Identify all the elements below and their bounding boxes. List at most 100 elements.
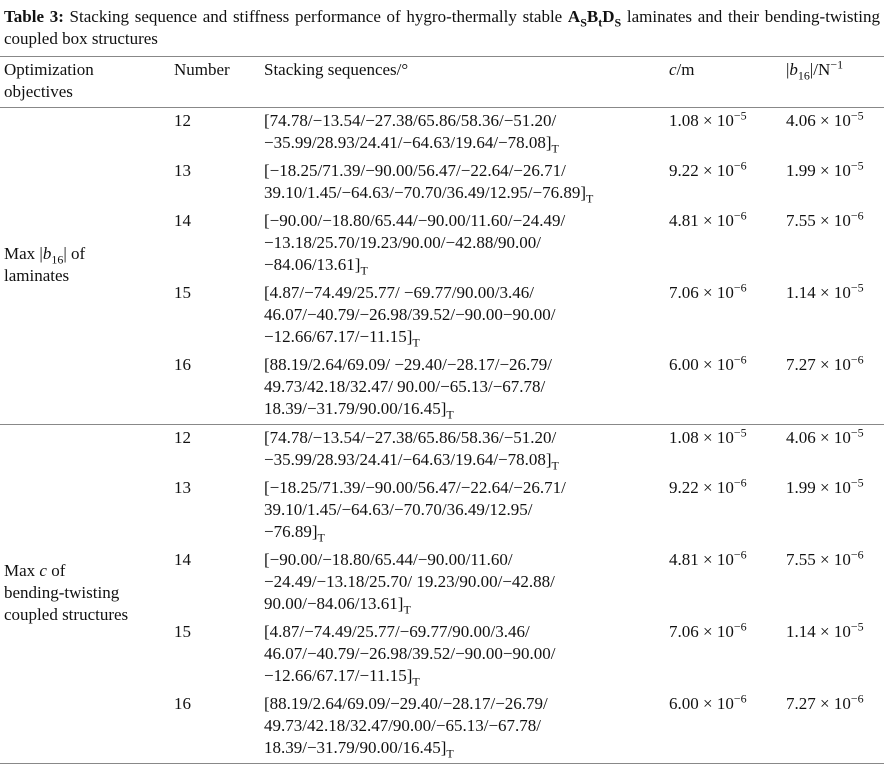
- c-cell: 6.00 × 10−6: [669, 691, 786, 764]
- c-cell: 4.81 × 10−6: [669, 547, 786, 619]
- table-row: 14 [−90.00/−18.80/65.44/−90.00/11.60/−24.…: [0, 208, 884, 280]
- objective-cell: Max |b16| of laminates: [0, 108, 174, 425]
- b-cell: 4.06 × 10−5: [786, 108, 884, 159]
- mantissa: 1.14 × 10: [786, 622, 851, 641]
- b-cell: 1.99 × 10−5: [786, 475, 884, 547]
- exponent: −5: [850, 425, 864, 440]
- c-cell: 7.06 × 10−6: [669, 619, 786, 691]
- row-group: Max c of bending-twisting coupled structur…: [0, 425, 884, 764]
- text: c: [669, 60, 677, 79]
- text: of: [46, 561, 66, 580]
- exponent: −5: [850, 158, 864, 173]
- table: Optimization objectives Number Stacking s…: [0, 56, 884, 764]
- mantissa: 4.06 × 10: [786, 111, 851, 130]
- exponent: −5: [850, 280, 864, 295]
- mantissa: 1.99 × 10: [786, 478, 851, 497]
- sequence-subscript: T: [446, 746, 454, 761]
- sequence-subscript: T: [403, 602, 411, 617]
- sequence-line: 46.07/−40.79/−26.98/39.52/−90.00−90.00/: [264, 644, 556, 663]
- exponent: −5: [733, 425, 747, 440]
- sequence-subscript: T: [412, 335, 420, 350]
- exponent: −5: [850, 475, 864, 490]
- objective-line: coupled structures: [4, 605, 128, 624]
- header-cell: Optimization objectives: [0, 57, 174, 108]
- sequence-line: 39.10/1.45/−64.63/−70.70/36.49/12.95/: [264, 500, 533, 519]
- b-cell: 7.55 × 10−6: [786, 208, 884, 280]
- exponent: −6: [733, 547, 747, 562]
- text: c: [39, 561, 47, 580]
- mantissa: 6.00 × 10: [669, 355, 734, 374]
- objective-line: Max c of: [4, 561, 65, 580]
- number-cell: 13: [174, 478, 191, 497]
- table-row: 16 [88.19/2.64/69.09/−29.40/−28.17/−26.79…: [0, 691, 884, 764]
- formula-symbol: B: [586, 7, 599, 26]
- sequence-line: [−90.00/−18.80/65.44/−90.00/11.60/−24.49…: [264, 211, 566, 230]
- sequence-line: −84.06/13.61]: [264, 255, 361, 274]
- b-cell: 4.06 × 10−5: [786, 425, 884, 476]
- exponent: −6: [733, 280, 747, 295]
- c-cell: 6.00 × 10−6: [669, 352, 786, 425]
- text: b: [789, 60, 798, 79]
- exponent: −6: [850, 691, 864, 706]
- sequence-subscript: T: [317, 530, 325, 545]
- b-cell: 1.14 × 10−5: [786, 619, 884, 691]
- c-cell: 9.22 × 10−6: [669, 158, 786, 208]
- sequence-line: [88.19/2.64/69.09/ −29.40/−28.17/−26.79/: [264, 355, 553, 374]
- table-row: 16 [88.19/2.64/69.09/ −29.40/−28.17/−26.7…: [0, 352, 884, 425]
- number-cell: 16: [174, 694, 191, 713]
- mantissa: 4.06 × 10: [786, 428, 851, 447]
- number-cell: 15: [174, 622, 191, 641]
- sequence-subscript: T: [360, 263, 368, 278]
- text: Max |: [4, 244, 43, 263]
- table-row: Max |b16| of laminates 12 [74.78/−13.54/−27…: [0, 108, 884, 285]
- table-row: 15 [4.87/−74.49/25.77/ −69.77/90.00/3.46/…: [0, 280, 884, 352]
- c-cell: 1.08 × 10−5: [669, 425, 786, 476]
- sequence-cell: [−18.25/71.39/−90.00/56.47/−22.64/−26.71…: [264, 158, 669, 208]
- sequence-cell: [88.19/2.64/69.09/ −29.40/−28.17/−26.79/…: [264, 352, 669, 425]
- sequence-line: 46.07/−40.79/−26.98/39.52/−90.00−90.00/: [264, 305, 556, 324]
- c-cell: 4.81 × 10−6: [669, 208, 786, 280]
- sequence-cell: [−90.00/−18.80/65.44/−90.00/11.60/−24.49…: [264, 208, 669, 280]
- mantissa: 7.06 × 10: [669, 283, 734, 302]
- sequence-line: −12.66/67.17/−11.15]: [264, 666, 413, 685]
- sequence-cell: [74.78/−13.54/−27.38/65.86/58.36/−51.20/…: [264, 108, 669, 159]
- objective-line: Max |b16| of: [4, 244, 86, 265]
- mantissa: 7.27 × 10: [786, 694, 851, 713]
- b-cell: 7.55 × 10−6: [786, 547, 884, 619]
- header-line: objectives: [4, 82, 73, 101]
- c-cell: 9.22 × 10−6: [669, 475, 786, 547]
- mantissa: 7.06 × 10: [669, 622, 734, 641]
- table-title: Table 3: Stacking sequence and stiffness…: [0, 0, 884, 56]
- exponent: −6: [850, 352, 864, 367]
- text: | of: [63, 244, 86, 263]
- sequence-subscript: T: [586, 191, 594, 206]
- sequence-line: 49.73/42.18/32.47/ 90.00/−65.13/−67.78/: [264, 377, 546, 396]
- sequence-cell: [−18.25/71.39/−90.00/56.47/−22.64/−26.71…: [264, 475, 669, 547]
- sequence-line: −24.49/−13.18/25.70/ 19.23/90.00/−42.88/: [264, 572, 555, 591]
- table-row: 13 [−18.25/71.39/−90.00/56.47/−22.64/−26.…: [0, 158, 884, 208]
- sequence-line: [88.19/2.64/69.09/−29.40/−28.17/−26.79/: [264, 694, 548, 713]
- table-label: Table 3:: [4, 7, 64, 26]
- formula-subscript: S: [580, 15, 587, 30]
- sequence-line: [−18.25/71.39/−90.00/56.47/−22.64/−26.71…: [264, 161, 566, 180]
- sequence-cell: [74.78/−13.54/−27.38/65.86/58.36/−51.20/…: [264, 425, 669, 476]
- mantissa: 7.27 × 10: [786, 355, 851, 374]
- text: b: [42, 244, 52, 263]
- exponent: −6: [850, 208, 864, 223]
- number-cell: 12: [174, 111, 191, 130]
- sequence-line: −35.99/28.93/24.41/−64.63/19.64/−78.08]: [264, 133, 552, 152]
- table-row: 15 [4.87/−74.49/25.77/−69.77/90.00/3.46/4…: [0, 619, 884, 691]
- sequence-line: −12.66/67.17/−11.15]: [264, 327, 413, 346]
- text: bending-twisting: [4, 583, 120, 602]
- title-text: Stacking sequence and stiffness performa…: [69, 7, 568, 26]
- number-cell: 12: [174, 428, 191, 447]
- number-cell: 15: [174, 283, 191, 302]
- mantissa: 6.00 × 10: [669, 694, 734, 713]
- b-cell: 7.27 × 10−6: [786, 352, 884, 425]
- formula-symbol: A: [567, 7, 581, 26]
- sequence-line: 18.39/−31.79/90.00/16.45]: [264, 399, 447, 418]
- sequence-cell: [4.87/−74.49/25.77/ −69.77/90.00/3.46/46…: [264, 280, 669, 352]
- exponent: −6: [733, 691, 747, 706]
- mantissa: 1.99 × 10: [786, 161, 851, 180]
- title-text: laminates and their bending-twisting cou…: [4, 7, 880, 48]
